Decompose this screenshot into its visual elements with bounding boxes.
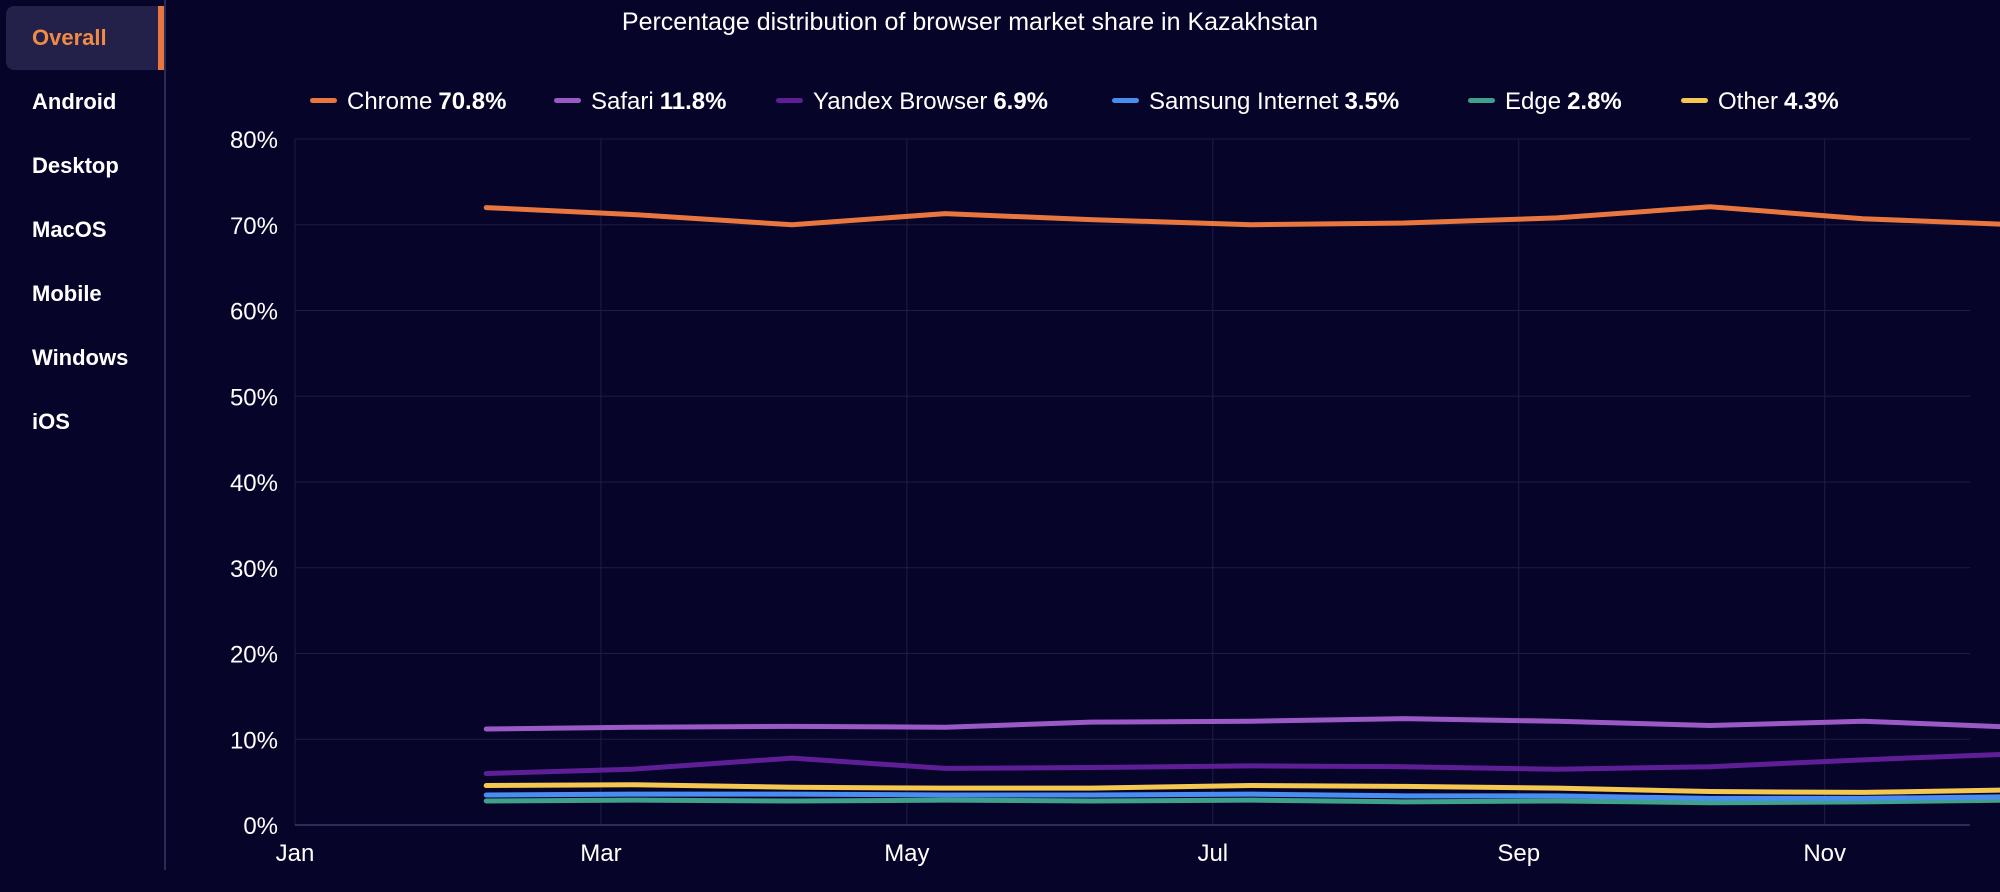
sidebar-item-android[interactable]: Android [32,89,117,114]
legend-value: 11.8% [659,88,727,115]
series-line-samsung-internet [483,791,2000,801]
series-line-safari [483,716,2000,732]
legend-swatch-yandex-browser [776,98,803,104]
y-tick-label: 70% [230,213,278,240]
y-tick-label: 0% [243,813,278,840]
y-tick-label: 60% [230,299,278,326]
series-line-edge [483,797,2000,806]
legend-label: Chrome [347,88,433,115]
sidebar-item-desktop[interactable]: Desktop [32,153,119,178]
legend-item-chrome[interactable]: Chrome 70.8% [310,84,506,120]
y-tick-label: 30% [230,556,278,583]
legend-item-other[interactable]: Other 4.3% [1681,84,1839,120]
legend-label: Samsung Internet [1149,88,1339,115]
legend-swatch-chrome [310,98,337,104]
legend-swatch-samsung-internet [1112,98,1139,104]
legend-item-samsung-internet[interactable]: Samsung Internet 3.5% [1112,84,1399,120]
legend-label: Yandex Browser [813,88,988,115]
legend-label: Other [1718,88,1779,115]
series-line-other [483,782,2000,795]
x-tick-label: Jan [276,840,315,867]
legend-swatch-edge [1468,98,1495,104]
chart-title: Percentage distribution of browser marke… [621,8,1319,36]
series-line-chrome [483,204,2000,228]
y-tick-label: 10% [230,727,278,754]
series-line-yandex-browser [483,751,2000,777]
x-tick-label: Jul [1197,840,1228,867]
x-tick-label: Mar [580,840,621,867]
x-tick-label: May [884,840,929,867]
legend-item-yandex-browser[interactable]: Yandex Browser 6.9% [776,84,1048,120]
sidebar-item-macos[interactable]: MacOS [32,217,107,242]
sidebar-item-overall[interactable]: Overall [6,6,164,70]
sidebar-item-mobile[interactable]: Mobile [32,281,102,306]
legend-item-safari[interactable]: Safari 11.8% [554,84,726,120]
legend-swatch-safari [554,98,581,104]
legend-swatch-other [1681,98,1708,104]
y-tick-label: 80% [230,127,278,154]
sidebar: Overall Android Desktop MacOS Mobile Win… [0,0,166,870]
legend-item-edge[interactable]: Edge 2.8% [1468,84,1622,120]
y-tick-label: 20% [230,642,278,669]
y-tick-label: 50% [230,384,278,411]
legend-label: Safari [591,88,654,115]
sidebar-item-windows[interactable]: Windows [32,345,129,370]
x-tick-label: Nov [1803,840,1846,867]
y-tick-label: 40% [230,470,278,497]
legend-label: Edge [1505,88,1562,115]
legend-value: 4.3% [1784,88,1839,115]
legend-value: 6.9% [993,88,1049,115]
sidebar-item-ios[interactable]: iOS [32,409,70,434]
legend-value: 3.5% [1344,88,1400,115]
legend-value: 70.8% [438,88,507,115]
x-tick-label: Sep [1497,840,1540,867]
legend-value: 2.8% [1567,88,1622,115]
